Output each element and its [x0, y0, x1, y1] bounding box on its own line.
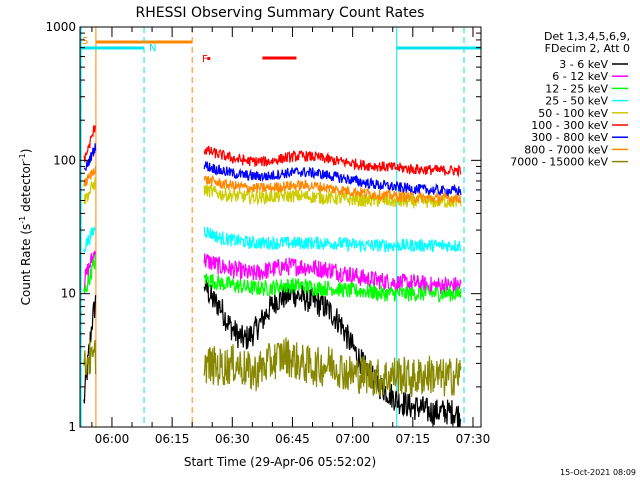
series-line [83, 250, 97, 292]
x-axis: 06:00 06:15 06:30 06:45 07:00 07:15 07:30 [91, 27, 491, 446]
legend-entry-label: 100 - 300 keV [531, 119, 608, 132]
flare-dot [207, 57, 211, 60]
y-axis-label-suffix: ) [19, 149, 33, 154]
y-tick-label: 100 [53, 153, 76, 167]
y-axis-label-mid: detector [19, 161, 33, 216]
legend-entry-label: 25 - 50 keV [545, 95, 608, 108]
series-line [203, 174, 462, 206]
plot-area: S N F [79, 26, 482, 428]
series-line [203, 337, 462, 398]
y-tick-label: 1 [68, 420, 76, 434]
y-tick-label: 10 [61, 287, 76, 301]
series-line [83, 339, 97, 376]
legend-entry-label: 7000 - 15000 keV [510, 156, 608, 169]
series-line [83, 226, 96, 253]
legend-entry-label: 50 - 100 keV [538, 107, 608, 120]
legend-header-line-2: FDecim 2, Att 0 [545, 42, 630, 55]
series-group [83, 125, 462, 428]
x-tick-label: 07:30 [456, 432, 491, 446]
x-axis-label: Start Time (29-Apr-06 05:52:02) [184, 455, 376, 469]
y-axis: 1 10 100 1000 [45, 20, 481, 434]
series-line [83, 143, 97, 171]
series-line [83, 253, 97, 294]
y-axis-label: Count Rate (s-1 detector-1) [18, 149, 33, 306]
legend-entry-label: 12 - 25 keV [545, 82, 608, 95]
flag-bars: S N F [80, 27, 481, 427]
y-axis-label-sup-2: -1 [18, 153, 27, 161]
night-flag-label: N [149, 43, 156, 54]
legend-entry-label: 800 - 7000 keV [524, 143, 608, 156]
y-axis-label-sup-1: -1 [18, 216, 27, 224]
x-tick-label: 06:15 [155, 432, 190, 446]
series-line [83, 177, 97, 205]
legend-header-line-1: Det 1,3,4,5,6,9, [544, 30, 630, 43]
series-line [83, 166, 97, 187]
flare-flag-label: F [202, 54, 208, 65]
series-line [83, 125, 97, 163]
series-line [203, 273, 462, 303]
saa-flag-label: S [82, 36, 88, 47]
chart-title: RHESSI Observing Summary Count Rates [136, 5, 425, 21]
y-axis-label-prefix: Count Rate (s [19, 224, 33, 306]
series-line [203, 226, 462, 254]
legend-entry-label: 6 - 12 keV [552, 70, 608, 83]
x-tick-label: 06:30 [215, 432, 250, 446]
legend-entry-label: 3 - 6 keV [559, 58, 608, 71]
x-tick-label: 07:15 [396, 432, 431, 446]
x-tick-label: 07:00 [335, 432, 370, 446]
series-line [203, 275, 462, 428]
series-line [203, 161, 462, 198]
legend: Det 1,3,4,5,6,9, FDecim 2, Att 0 3 - 6 k… [510, 30, 630, 169]
plot-frame [79, 26, 482, 428]
series-line [203, 145, 462, 178]
y-tick-label: 1000 [45, 20, 76, 34]
x-tick-label: 06:45 [275, 432, 310, 446]
legend-entry-label: 300 - 800 keV [531, 131, 608, 144]
series-line [203, 253, 462, 297]
x-tick-label: 06:00 [95, 432, 130, 446]
timestamp: 15-Oct-2021 08:09 [560, 468, 636, 477]
